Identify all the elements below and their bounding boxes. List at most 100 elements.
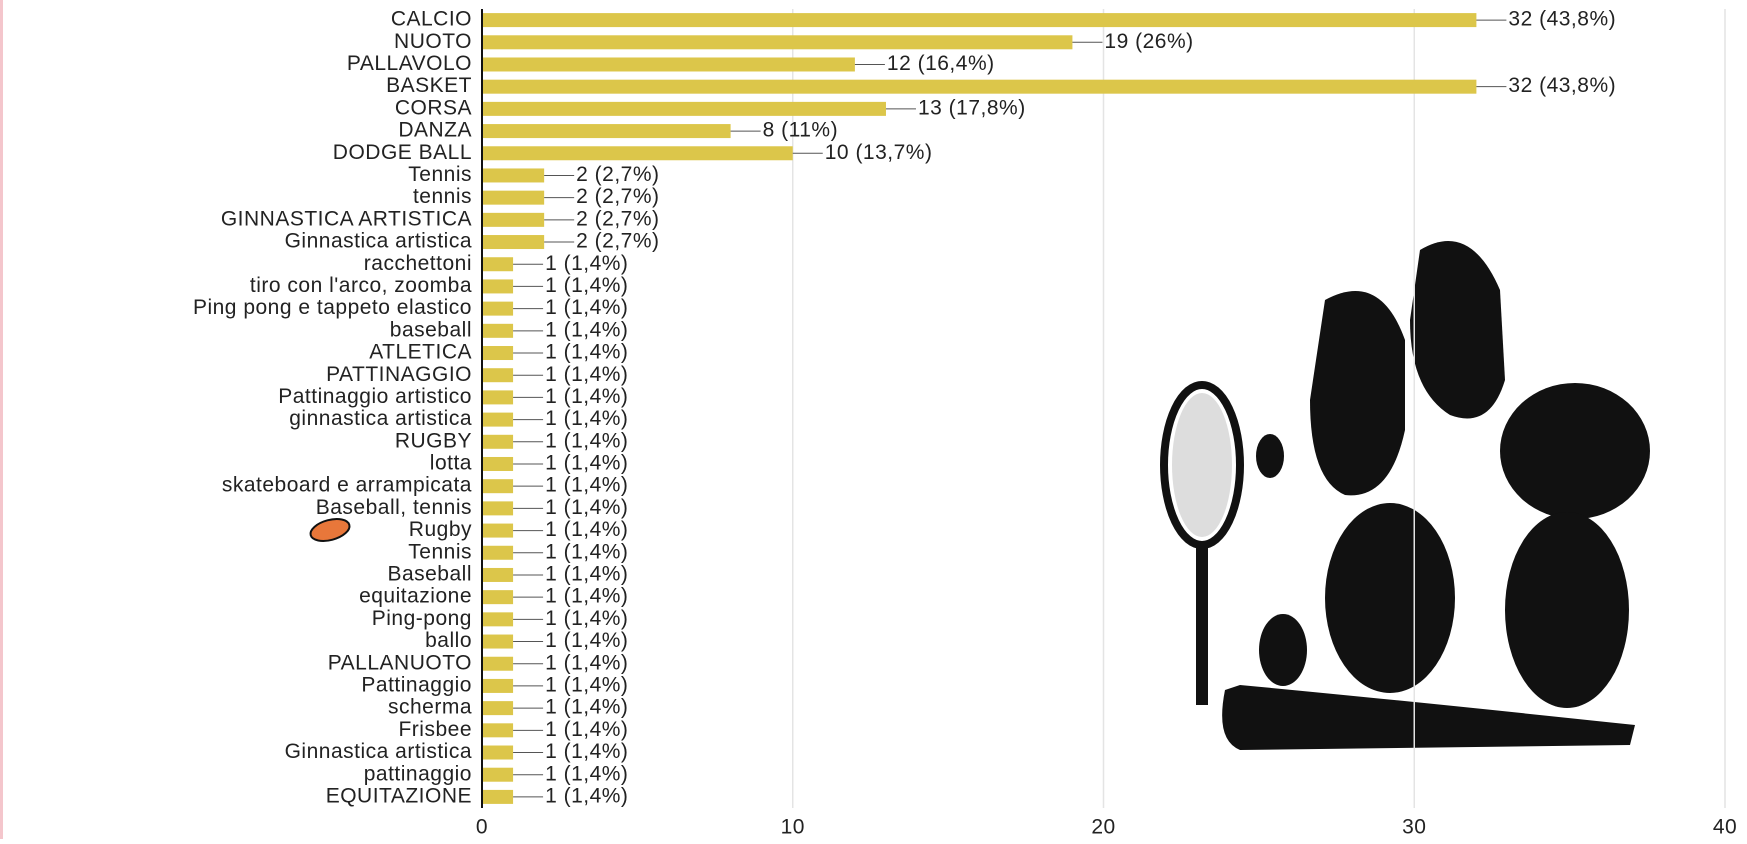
value-label: 1 (1,4%) [545,607,628,630]
y-tick-label: ballo [425,629,472,652]
value-label: 2 (2,7%) [576,163,659,186]
y-tick-label: Pattinaggio [361,673,472,696]
y-tick-label: CALCIO [391,8,472,31]
bar [482,235,545,250]
y-tick-label: tennis [413,185,472,208]
value-label: 1 (1,4%) [545,452,628,475]
value-label: 2 (2,7%) [576,185,659,208]
y-tick-label: GINNASTICA ARTISTICA [221,207,472,230]
y-tick-label: equitazione [359,585,472,608]
y-tick-label: Ginnastica artistica [285,230,472,253]
y-tick-label: Ping pong e tappeto elastico [193,296,472,319]
value-label: 1 (1,4%) [545,518,628,541]
value-label: 8 (11%) [763,119,838,142]
value-label: 1 (1,4%) [545,385,628,408]
y-tick-label: ATLETICA [369,341,472,364]
bar [482,346,514,361]
bar [482,146,793,161]
value-label: 1 (1,4%) [545,407,628,430]
bar [482,678,514,693]
y-tick-label: skateboard e arrampicata [222,474,472,497]
y-tick-label: Tennis [408,540,472,563]
bar [482,567,514,582]
y-tick-label: Tennis [408,163,472,186]
value-label: 1 (1,4%) [545,585,628,608]
bar [482,523,514,538]
value-label: 1 (1,4%) [545,563,628,586]
left-border [0,0,3,839]
bar [482,57,855,72]
x-tick-label: 30 [1402,816,1426,839]
value-label: 1 (1,4%) [545,762,628,785]
bar [482,13,1477,28]
y-tick-label: Rugby [409,518,472,541]
value-label: 12 (16,4%) [887,52,995,75]
bar [482,545,514,560]
bar [482,479,514,494]
y-tick-label: BASKET [386,74,472,97]
value-label: 1 (1,4%) [545,718,628,741]
x-tick-label: 10 [781,816,805,839]
bar [482,79,1477,94]
bar [482,301,514,316]
value-label: 1 (1,4%) [545,296,628,319]
bar [482,168,545,183]
value-label: 2 (2,7%) [576,230,659,253]
bar [482,612,514,627]
y-tick-label: Baseball [387,563,472,586]
value-label: 1 (1,4%) [545,363,628,386]
value-label: 1 (1,4%) [545,318,628,341]
value-label: 1 (1,4%) [545,629,628,652]
y-tick-label: EQUITAZIONE [326,784,472,807]
value-label: 1 (1,4%) [545,540,628,563]
y-tick-label: ginnastica artistica [289,407,472,430]
value-label: 32 (43,8%) [1508,8,1616,31]
bar [482,767,514,782]
bar [482,212,545,227]
value-label: 1 (1,4%) [545,784,628,807]
x-tick-label: 20 [1091,816,1115,839]
y-tick-label: Baseball, tennis [316,496,472,519]
value-label: 1 (1,4%) [545,673,628,696]
x-tick-label: 40 [1713,816,1737,839]
bar [482,723,514,738]
y-tick-label: Frisbee [398,718,472,741]
value-label: 1 (1,4%) [545,274,628,297]
y-tick-label: scherma [388,696,472,719]
bar [482,590,514,605]
value-label: 1 (1,4%) [545,496,628,519]
y-tick-label: tiro con l'arco, zoomba [250,274,472,297]
value-label: 1 (1,4%) [545,696,628,719]
value-label: 1 (1,4%) [545,252,628,275]
y-tick-label: RUGBY [395,429,472,452]
bar [482,701,514,716]
y-tick-label: lotta [430,452,472,475]
bar [482,101,886,116]
bar [482,656,514,671]
value-label: 13 (17,8%) [918,96,1026,119]
bar [482,745,514,760]
y-tick-label: Pattinaggio artistico [278,385,472,408]
bar [482,279,514,294]
y-tick-label: CORSA [395,96,472,119]
value-label: 32 (43,8%) [1508,74,1616,97]
value-label: 2 (2,7%) [576,207,659,230]
bar [482,390,514,405]
bar [482,412,514,427]
x-tick-label: 0 [476,816,488,839]
bar [482,190,545,205]
y-tick-label: DANZA [398,119,472,142]
y-tick-label: NUOTO [394,30,472,53]
value-label: 1 (1,4%) [545,429,628,452]
y-tick-label: PALLAVOLO [347,52,472,75]
value-label: 1 (1,4%) [545,651,628,674]
value-label: 10 (13,7%) [825,141,933,164]
sports-clipart [309,241,1650,750]
value-label: 1 (1,4%) [545,341,628,364]
bar [482,257,514,272]
y-tick-label: racchettoni [364,252,472,275]
value-label: 1 (1,4%) [545,740,628,763]
y-tick-label: PATTINAGGIO [326,363,472,386]
y-tick-label: pattinaggio [364,762,472,785]
